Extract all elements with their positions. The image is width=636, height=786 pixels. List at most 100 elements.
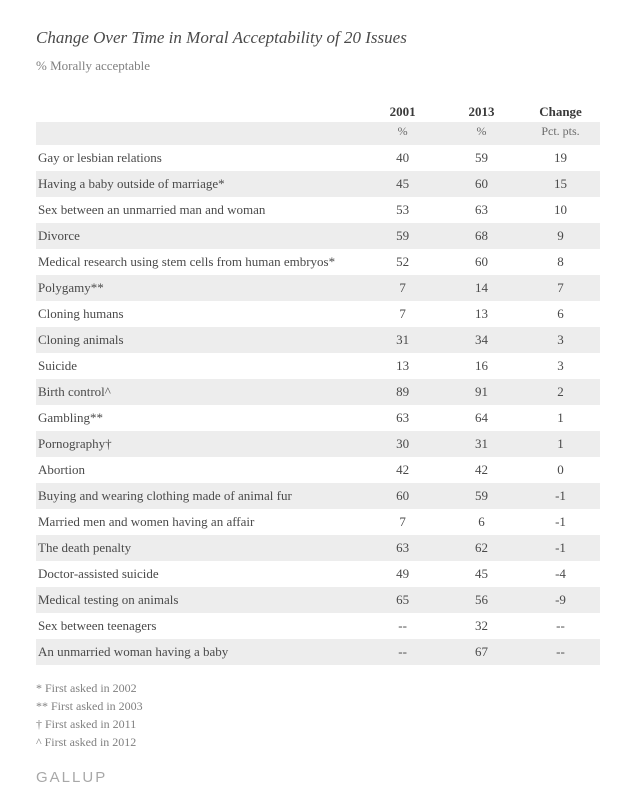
row-change: 2 [521,379,600,405]
row-year2: 62 [442,535,521,561]
row-change: 19 [521,145,600,171]
row-year2: 16 [442,353,521,379]
header-year2: 2013 [442,98,521,122]
header-change: Change [521,98,600,122]
row-year1: 59 [363,223,442,249]
table-row: Sex between an unmarried man and woman53… [36,197,600,223]
row-year1: 65 [363,587,442,613]
row-change: 10 [521,197,600,223]
header-row-units: % % Pct. pts. [36,122,600,145]
row-year1: 40 [363,145,442,171]
row-change: -1 [521,483,600,509]
row-change: 0 [521,457,600,483]
row-year2: 63 [442,197,521,223]
row-year2: 67 [442,639,521,665]
row-change: -1 [521,509,600,535]
row-label: Doctor-assisted suicide [36,561,363,587]
header-blank [36,98,363,122]
row-year1: 52 [363,249,442,275]
row-label: Birth control^ [36,379,363,405]
row-label: Sex between teenagers [36,613,363,639]
row-change: 1 [521,405,600,431]
row-label: Buying and wearing clothing made of anim… [36,483,363,509]
chart-title: Change Over Time in Moral Acceptability … [36,28,600,48]
table-row: The death penalty6362-1 [36,535,600,561]
row-year1: 53 [363,197,442,223]
row-label: Medical research using stem cells from h… [36,249,363,275]
row-label: Polygamy** [36,275,363,301]
header-unit3: Pct. pts. [521,122,600,145]
table-row: Divorce59689 [36,223,600,249]
row-label: An unmarried woman having a baby [36,639,363,665]
row-year1: 60 [363,483,442,509]
row-label: Divorce [36,223,363,249]
row-change: -- [521,613,600,639]
row-year1: 7 [363,275,442,301]
row-year2: 60 [442,249,521,275]
table-row: Buying and wearing clothing made of anim… [36,483,600,509]
table-row: Cloning animals31343 [36,327,600,353]
table-row: Sex between teenagers--32-- [36,613,600,639]
table-row: Polygamy**7147 [36,275,600,301]
table-row: Married men and women having an affair76… [36,509,600,535]
table-row: Suicide13163 [36,353,600,379]
table-row: Gambling**63641 [36,405,600,431]
row-change: -9 [521,587,600,613]
row-year1: 7 [363,301,442,327]
row-label: Having a baby outside of marriage* [36,171,363,197]
row-year1: 13 [363,353,442,379]
row-label: Married men and women having an affair [36,509,363,535]
row-year2: 42 [442,457,521,483]
row-year1: 30 [363,431,442,457]
row-year2: 59 [442,145,521,171]
row-year1: 89 [363,379,442,405]
row-year2: 68 [442,223,521,249]
table-row: Medical testing on animals6556-9 [36,587,600,613]
row-change: 8 [521,249,600,275]
row-label: Sex between an unmarried man and woman [36,197,363,223]
footnote-line: * First asked in 2002 [36,679,600,697]
row-label: The death penalty [36,535,363,561]
chart-subtitle: % Morally acceptable [36,58,600,74]
footnote-line: † First asked in 2011 [36,715,600,733]
row-label: Suicide [36,353,363,379]
row-year1: 7 [363,509,442,535]
row-year1: 45 [363,171,442,197]
footnote-line: ^ First asked in 2012 [36,733,600,751]
table-row: Gay or lesbian relations405919 [36,145,600,171]
row-year2: 45 [442,561,521,587]
row-change: 9 [521,223,600,249]
row-year2: 34 [442,327,521,353]
row-label: Gay or lesbian relations [36,145,363,171]
brand-logo: GALLUP [36,769,600,786]
row-label: Cloning animals [36,327,363,353]
table-body: Gay or lesbian relations405919Having a b… [36,145,600,665]
header-unit1: % [363,122,442,145]
row-change: 1 [521,431,600,457]
header-year1: 2001 [363,98,442,122]
row-label: Gambling** [36,405,363,431]
row-change: 3 [521,353,600,379]
row-change: 7 [521,275,600,301]
row-year1: -- [363,613,442,639]
row-label: Pornography† [36,431,363,457]
row-year1: 49 [363,561,442,587]
header-row-years: 2001 2013 Change [36,98,600,122]
row-year2: 59 [442,483,521,509]
row-year2: 56 [442,587,521,613]
row-year1: 63 [363,405,442,431]
row-year1: -- [363,639,442,665]
table-row: Medical research using stem cells from h… [36,249,600,275]
row-year2: 14 [442,275,521,301]
table-row: An unmarried woman having a baby--67-- [36,639,600,665]
row-year2: 91 [442,379,521,405]
header-unit2: % [442,122,521,145]
table-row: Doctor-assisted suicide4945-4 [36,561,600,587]
row-change: 6 [521,301,600,327]
table-row: Pornography†30311 [36,431,600,457]
row-year2: 13 [442,301,521,327]
row-year1: 31 [363,327,442,353]
row-year1: 42 [363,457,442,483]
row-year2: 32 [442,613,521,639]
row-label: Cloning humans [36,301,363,327]
